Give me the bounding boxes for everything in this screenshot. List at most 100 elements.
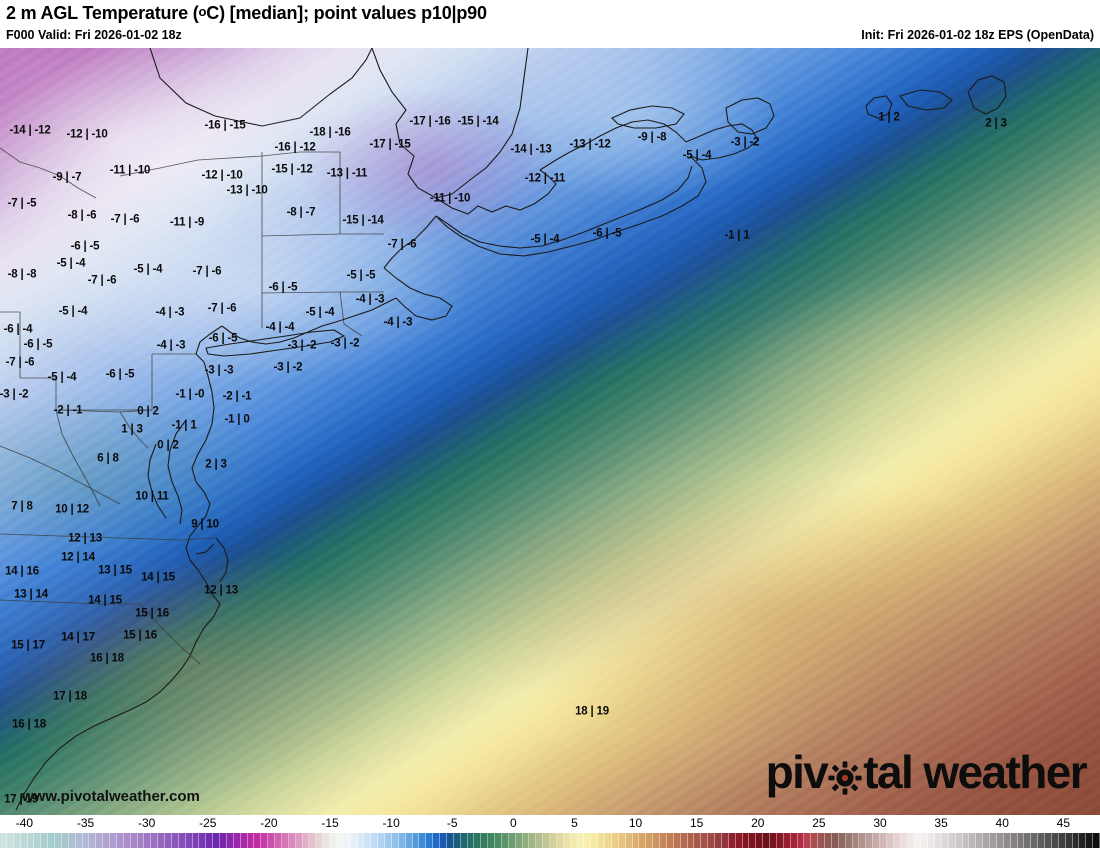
- colorbar-swatch: [55, 833, 62, 848]
- colorbar-swatch: [969, 833, 977, 848]
- point-value-label: -6 | -5: [208, 332, 238, 345]
- colorbar-swatch: [935, 833, 942, 848]
- colorbar-swatch: [446, 833, 454, 848]
- colorbar-swatch: [34, 833, 42, 848]
- point-value-label: -4 | -3: [156, 339, 186, 352]
- colorbar-swatch: [735, 833, 743, 848]
- title-main: 2 m AGL Temperature (: [6, 3, 199, 23]
- colorbar-swatch: [1086, 833, 1094, 848]
- colorbar-swatch: [818, 833, 825, 848]
- colorbar-swatch: [6, 833, 14, 848]
- point-value-label: -5 | -4: [56, 257, 86, 270]
- colorbar-swatch: [508, 833, 516, 848]
- point-value-label: -9 | -7: [52, 171, 82, 184]
- point-value-label: -5 | -4: [47, 371, 77, 384]
- colorbar-swatch: [1072, 833, 1080, 848]
- colorbar-tick: 35: [934, 816, 948, 830]
- colorbar-swatch: [921, 833, 929, 848]
- point-value-label: -17 | -16: [409, 115, 451, 128]
- colorbar-gradient: [0, 833, 1100, 848]
- colorbar-swatch: [825, 833, 832, 848]
- colorbar-swatch: [330, 833, 337, 848]
- colorbar-tick: -35: [76, 816, 95, 830]
- colorbar-swatch: [323, 833, 330, 848]
- point-value-label: -1 | 0: [224, 413, 250, 426]
- point-value-label: 13 | 15: [98, 564, 132, 577]
- colorbar-swatch: [240, 833, 248, 848]
- colorbar-tick: 30: [873, 816, 887, 830]
- colorbar-swatch: [48, 833, 55, 848]
- colorbar-swatch: [515, 833, 523, 848]
- point-value-label: -8 | -7: [286, 206, 316, 219]
- colorbar-swatch: [728, 833, 736, 848]
- point-value-label: -15 | -14: [342, 214, 384, 227]
- colorbar-swatch: [611, 833, 619, 848]
- colorbar-swatch: [412, 833, 420, 848]
- point-value-label: 15 | 16: [135, 607, 169, 620]
- colorbar-tick: 5: [571, 816, 578, 830]
- point-value-label: -1 | 1: [171, 419, 197, 432]
- colorbar-swatch: [440, 833, 447, 848]
- colorbar-swatch: [955, 833, 963, 848]
- point-value-label: -5 | -4: [682, 149, 712, 162]
- colorbar-swatch: [144, 833, 152, 848]
- point-value-label: -6 | -4: [3, 323, 33, 336]
- colorbar-swatch: [275, 833, 282, 848]
- point-value-label: -7 | -6: [5, 356, 35, 369]
- colorbar-swatch: [206, 833, 214, 848]
- colorbar-swatch: [776, 833, 784, 848]
- point-value-label: 12 | 13: [204, 584, 238, 597]
- colorbar-swatch: [20, 833, 28, 848]
- colorbar-swatch: [130, 833, 138, 848]
- colorbar-swatch: [653, 833, 660, 848]
- colorbar-swatch: [749, 833, 757, 848]
- point-value-label: -13 | -10: [226, 184, 268, 197]
- title-rest: C) [median]; point values p10|p90: [206, 3, 487, 23]
- colorbar-swatch: [598, 833, 605, 848]
- colorbar-swatch: [556, 833, 564, 848]
- colorbar-swatch: [336, 833, 344, 848]
- colorbar-tick: 45: [1056, 816, 1071, 830]
- colorbar-tick: 20: [751, 816, 765, 830]
- point-value-label: -13 | -11: [326, 167, 368, 180]
- colorbar-swatch: [501, 833, 509, 848]
- colorbar-tick: -15: [321, 816, 339, 830]
- colorbar-swatch: [639, 833, 647, 848]
- colorbar-tick: -10: [382, 816, 400, 830]
- map-canvas[interactable]: -14 | -12 -12 | -10 -16 | -15 -18 | -16 -16 …: [0, 48, 1100, 815]
- point-value-label: 15 | 17: [11, 639, 45, 652]
- colorbar-swatch: [103, 833, 110, 848]
- colorbar-swatch: [364, 833, 372, 848]
- colorbar-swatch: [756, 833, 764, 848]
- colorbar-swatch: [309, 833, 317, 848]
- point-value-label: -8 | -6: [67, 209, 97, 222]
- colorbar-swatch: [790, 833, 798, 848]
- colorbar-swatch: [268, 833, 275, 848]
- colorbar-swatch: [116, 833, 124, 848]
- colorbar-swatch: [1051, 833, 1059, 848]
- gear-sun-icon: [828, 755, 862, 795]
- colorbar-swatch: [13, 833, 21, 848]
- watermark-url: www.pivotalweather.com: [22, 788, 200, 805]
- colorbar-swatch: [288, 833, 296, 848]
- init-time-label: Init: Fri 2026-01-02 18z EPS (OpenData): [861, 28, 1094, 42]
- colorbar-tick: 40: [995, 816, 1009, 830]
- colorbar-swatch: [171, 833, 179, 848]
- colorbar-swatch: [1079, 833, 1087, 848]
- page-title: 2 m AGL Temperature (oC) [median]; point…: [6, 3, 487, 24]
- colorbar-swatch: [550, 833, 557, 848]
- colorbar-swatch: [873, 833, 880, 848]
- point-value-label: -7 | -5: [7, 197, 37, 210]
- colorbar-swatch: [110, 833, 117, 848]
- pivotal-weather-logo: piv: [766, 749, 1088, 795]
- colorbar-swatch: [68, 833, 76, 848]
- colorbar-swatch: [233, 833, 241, 848]
- point-value-label: 16 | 18: [90, 652, 124, 665]
- point-value-label: -5 | -5: [346, 269, 376, 282]
- colorbar-swatch: [1003, 833, 1011, 848]
- point-value-label: 2 | 3: [985, 117, 1007, 130]
- colorbar[interactable]: -40 -35 -30 -25 -20 -15 -10 -5 0 5 10 15 20 25 30 35 40 4…: [0, 815, 1100, 850]
- colorbar-swatch: [770, 833, 777, 848]
- colorbar-swatch: [983, 833, 990, 848]
- point-value-label: -4 | -4: [265, 321, 295, 334]
